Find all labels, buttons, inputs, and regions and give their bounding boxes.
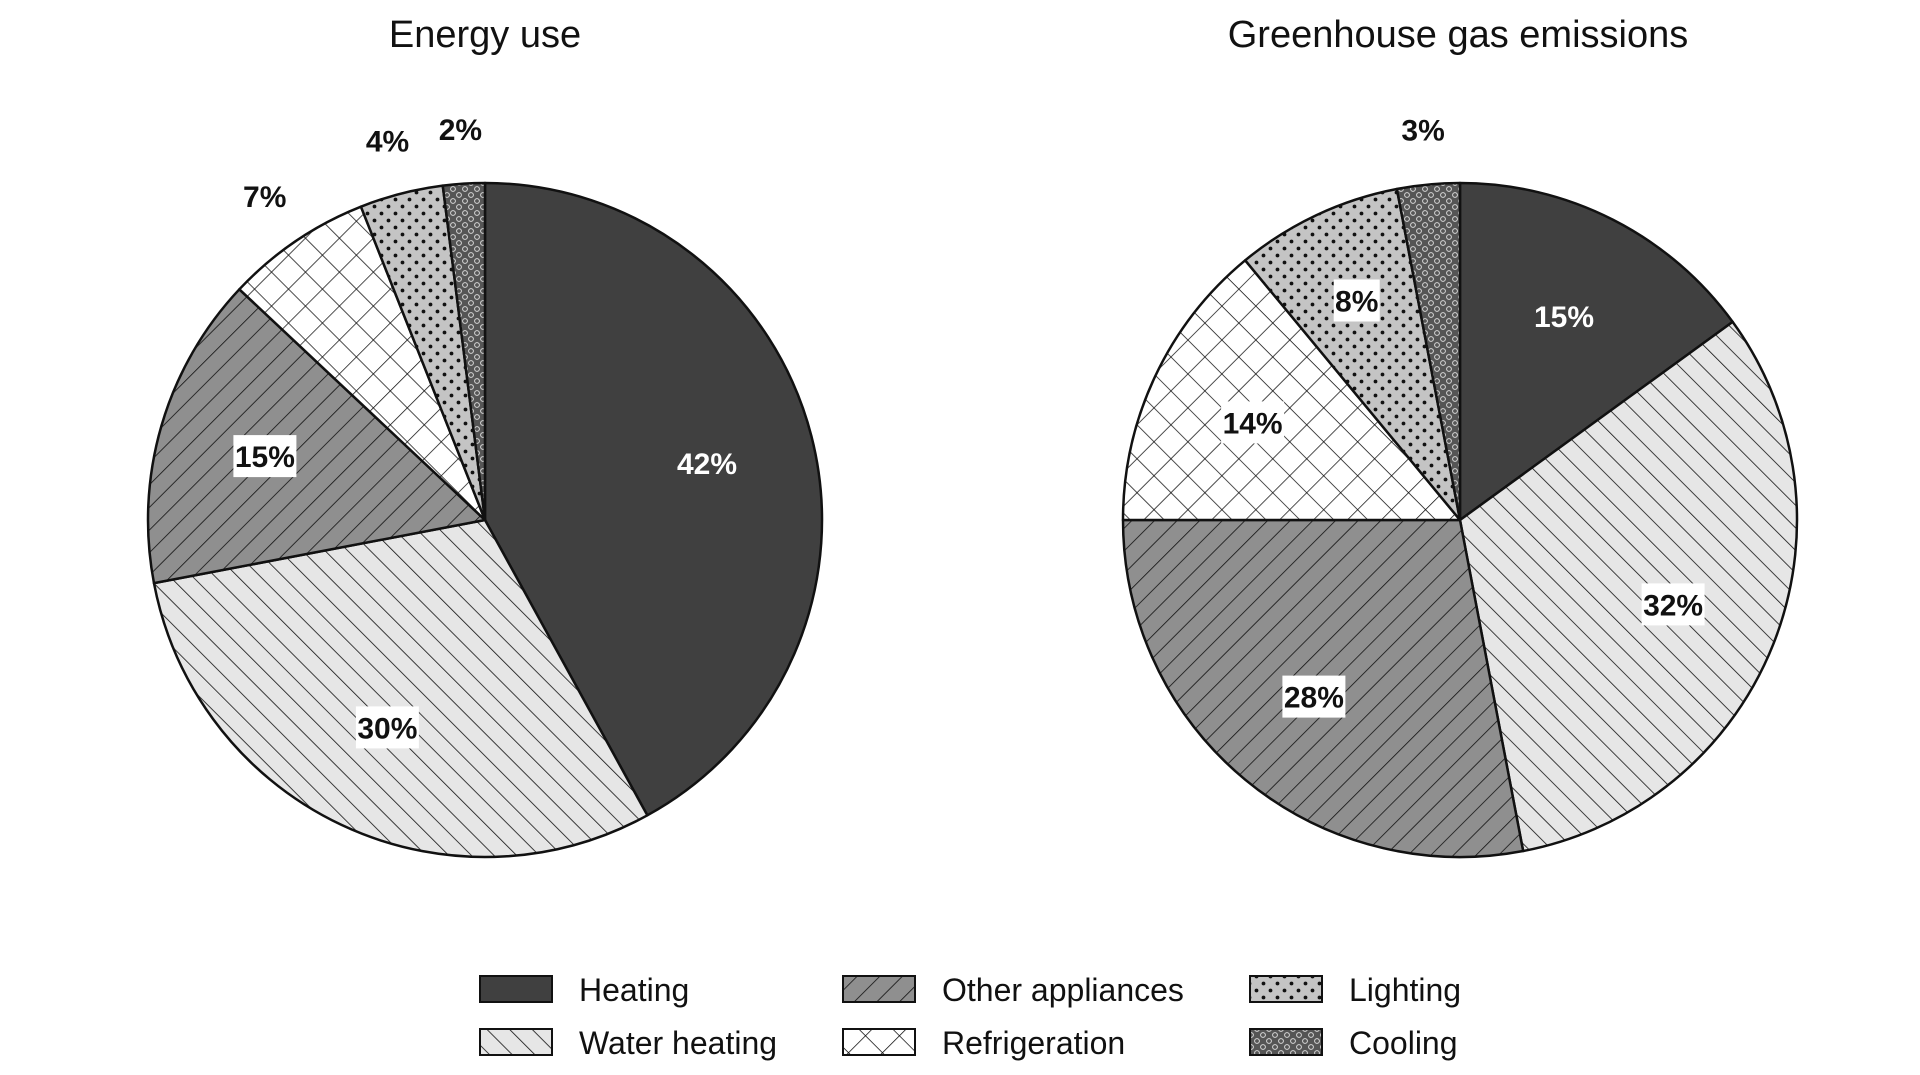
legend-label-other-appliances: Other appliances (942, 972, 1184, 1008)
emissions-label-refrigeration: 14% (1221, 401, 1285, 444)
svg-text:32%: 32% (1643, 589, 1703, 622)
energy-slice-cooling (441, 181, 487, 522)
legend-label-cooling: Cooling (1349, 1025, 1458, 1061)
svg-text:30%: 30% (357, 712, 417, 745)
legend-label-heating: Heating (579, 972, 689, 1008)
emissions-label-water-heating: 32% (1641, 583, 1705, 626)
energy-slice-heating (483, 181, 824, 817)
energy-label-lighting: 4% (366, 125, 409, 158)
energy-label-cooling: 2% (439, 114, 482, 147)
legend-swatch-refrigeration (842, 1028, 916, 1056)
legend-swatch-water-heating (479, 1028, 553, 1056)
emissions-label-lighting: 8% (1333, 279, 1380, 322)
legend-label-lighting: Lighting (1349, 972, 1461, 1008)
svg-text:3%: 3% (1401, 115, 1444, 148)
energy-label-heating: 42% (677, 448, 737, 481)
energy-label-other-appliances: 15% (233, 435, 297, 478)
svg-text:14%: 14% (1223, 407, 1283, 440)
legend-item-heating: Heating (479, 972, 689, 1008)
emissions-label-cooling: 3% (1401, 115, 1444, 148)
legend-item-water-heating: Water heating (479, 1025, 777, 1061)
svg-text:4%: 4% (366, 125, 409, 158)
emissions-slice-water-heating (1458, 320, 1799, 853)
legend-swatch-heating (479, 975, 553, 1003)
legend-swatch-lighting (1249, 975, 1323, 1003)
emissions-slice-cooling (1395, 181, 1462, 522)
emissions-slice-heating (1458, 181, 1734, 522)
svg-text:42%: 42% (677, 448, 737, 481)
svg-text:2%: 2% (439, 114, 482, 147)
energy-slice-refrigeration (238, 205, 487, 522)
legend-swatch-cooling (1249, 1028, 1323, 1056)
svg-text:8%: 8% (1335, 286, 1378, 319)
energy-slice-other-appliances (146, 288, 487, 585)
svg-text:15%: 15% (1534, 301, 1594, 334)
legend-label-water-heating: Water heating (579, 1025, 777, 1061)
emissions-label-other-appliances: 28% (1282, 675, 1346, 718)
svg-text:15%: 15% (235, 441, 295, 474)
legend-item-lighting: Lighting (1249, 972, 1461, 1008)
legend-item-refrigeration: Refrigeration (842, 1025, 1125, 1061)
legend-swatch-other-appliances (842, 975, 916, 1003)
emissions-slice-refrigeration (1121, 259, 1462, 522)
energy-label-water-heating: 30% (355, 706, 419, 749)
energy-slice-water-heating (152, 518, 649, 859)
energy-label-refrigeration: 7% (243, 181, 286, 214)
legend-item-other-appliances: Other appliances (842, 972, 1184, 1008)
pies-group: 42% 30% 15% 7% 4% 2% 15% 32% 28% 14% 8% 3% (146, 114, 1799, 859)
svg-text:28%: 28% (1284, 682, 1344, 715)
svg-text:7%: 7% (243, 181, 286, 214)
emissions-title: Greenhouse gas emissions (1228, 14, 1688, 56)
energy-use-title: Energy use (389, 14, 581, 56)
emissions-label-heating: 15% (1534, 301, 1594, 334)
legend-label-refrigeration: Refrigeration (942, 1025, 1125, 1061)
emissions-slice-lighting (1243, 187, 1462, 522)
legend: Heating Other appliances Lighting Water hea… (479, 972, 1461, 1061)
legend-item-cooling: Cooling (1249, 1025, 1458, 1061)
